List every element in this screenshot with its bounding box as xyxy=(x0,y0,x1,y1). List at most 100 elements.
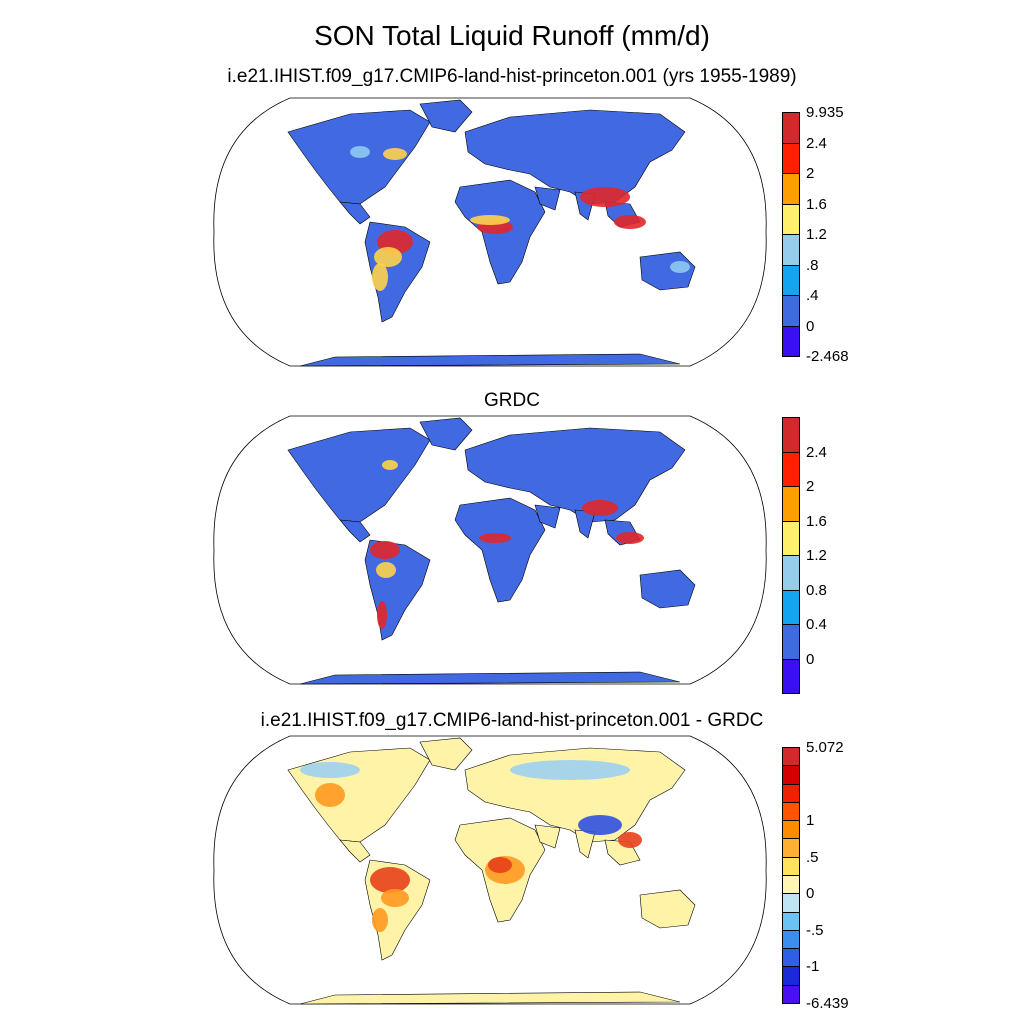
runoff-patch xyxy=(377,601,387,629)
colorbar-tick-label: 5.072 xyxy=(806,739,844,756)
colorbar-swatch xyxy=(782,417,800,453)
continent-europeAsia xyxy=(464,427,686,523)
continent-arabia xyxy=(534,824,561,849)
colorbar-swatch xyxy=(782,520,800,556)
colorbar-tick-label: 0 xyxy=(806,317,815,335)
colorbar-swatch xyxy=(782,325,800,357)
colorbar-swatch xyxy=(782,838,800,858)
runoff-patch xyxy=(488,857,512,873)
colorbar-swatch xyxy=(782,173,800,205)
colorbar-difference: -6.439 -1 -.5 0 .5 1 5.072 xyxy=(782,740,862,1011)
colorbar-swatch xyxy=(782,856,800,876)
map-panel-difference xyxy=(213,735,767,1005)
runoff-patch xyxy=(372,908,388,932)
colorbar-swatch xyxy=(782,295,800,327)
colorbar-tick-label: -6.439 xyxy=(806,995,849,1012)
runoff-patch xyxy=(374,247,402,267)
colorbar-swatch xyxy=(782,929,800,950)
continent-australia xyxy=(639,889,696,929)
colorbar-tick-label: 1.2 xyxy=(806,547,827,564)
continent-australia xyxy=(639,569,696,609)
continent-greenland xyxy=(419,99,473,133)
colorbar-swatch xyxy=(782,203,800,235)
continent-antarctica xyxy=(299,353,681,367)
colorbar-tick-label: -1 xyxy=(806,958,820,976)
continent-africa xyxy=(454,497,546,603)
colorbar-tick-label: 0.8 xyxy=(806,581,827,599)
runoff-patch xyxy=(578,815,622,835)
main-title: SON Total Liquid Runoff (mm/d) xyxy=(314,20,710,51)
colorbar-swatch xyxy=(782,658,800,694)
colorbar-tick-label: 1.6 xyxy=(806,512,827,530)
colorbar-swatch xyxy=(782,820,800,840)
runoff-patch xyxy=(350,146,370,158)
map-panel-model xyxy=(213,97,767,367)
runoff-patch xyxy=(582,500,618,516)
colorbar-swatch xyxy=(782,451,800,487)
colorbar-tick-label: -2.468 xyxy=(806,348,849,365)
colorbar-tick-label: 0 xyxy=(806,650,815,668)
colorbar-swatch xyxy=(782,911,800,931)
runoff-patch xyxy=(382,460,398,470)
colorbar-swatch xyxy=(782,112,800,144)
runoff-patch xyxy=(381,889,409,907)
panel1-subtitle: i.e21.IHIST.f09_g17.CMIP6-land-hist-prin… xyxy=(227,66,797,87)
continent-antarctica xyxy=(299,991,681,1005)
continent-centralAm xyxy=(339,839,371,863)
colorbar-swatch xyxy=(782,765,800,785)
continent-centralAm xyxy=(339,519,371,543)
continent-centralAm xyxy=(339,201,371,225)
colorbar-tick-label: .5 xyxy=(806,848,819,866)
colorbar-tick-label: 1 xyxy=(806,812,815,830)
continent-antarctica xyxy=(299,671,681,685)
colorbar-swatch xyxy=(782,624,800,660)
runoff-patch xyxy=(580,187,630,207)
continent-arabia xyxy=(534,186,561,211)
colorbar-tick-label: 2 xyxy=(806,478,815,495)
colorbar-swatch xyxy=(782,555,800,591)
colorbar-swatch xyxy=(782,234,800,266)
runoff-patch xyxy=(383,148,407,160)
runoff-patch xyxy=(372,263,388,291)
colorbar-swatch xyxy=(782,747,800,767)
panel3-subtitle: i.e21.IHIST.f09_g17.CMIP6-land-hist-prin… xyxy=(260,710,764,731)
colorbar-grdc: 0 0.4 0.8 1.2 1.6 2 2.4 xyxy=(782,417,862,694)
colorbar-tick-label: 2.4 xyxy=(806,134,827,152)
runoff-patch xyxy=(370,541,400,559)
continent-northAmerica xyxy=(287,427,431,523)
runoff-patch xyxy=(616,532,644,544)
colorbar-tick-label: 9.935 xyxy=(806,104,844,121)
runoff-patch xyxy=(376,562,396,578)
continent-greenland xyxy=(419,417,473,451)
runoff-patch xyxy=(370,867,410,893)
colorbar-swatch xyxy=(782,893,800,913)
runoff-patch xyxy=(315,783,345,807)
colorbar-swatch xyxy=(782,875,800,895)
continent-arabia xyxy=(534,504,561,529)
colorbar-swatch xyxy=(782,966,800,986)
runoff-patch xyxy=(470,215,510,225)
colorbar-swatch xyxy=(782,984,800,1004)
runoff-patch xyxy=(614,215,646,229)
continent-greenland xyxy=(419,737,473,771)
colorbar-swatch xyxy=(782,142,800,174)
panel2-subtitle: GRDC xyxy=(484,390,540,411)
runoff-patch xyxy=(510,760,630,780)
colorbar-tick-label: .4 xyxy=(806,287,819,304)
colorbar-swatch xyxy=(782,264,800,296)
colorbar-model: -2.468 0 .4 .8 1.2 1.6 2 2.4 9.935 xyxy=(782,105,862,364)
colorbar-tick-label: 0.4 xyxy=(806,616,827,633)
map-panel-grdc xyxy=(213,415,767,685)
runoff-patch xyxy=(300,762,360,778)
colorbar-swatch xyxy=(782,948,800,968)
colorbar-swatch xyxy=(782,783,800,803)
colorbar-tick-label: 0 xyxy=(806,885,815,903)
colorbar-tick-label: 1.6 xyxy=(806,195,827,213)
colorbar-tick-label: .8 xyxy=(806,256,819,274)
runoff-patch xyxy=(479,533,511,543)
runoff-patch xyxy=(670,261,690,273)
colorbar-tick-label: -.5 xyxy=(806,921,824,939)
colorbar-swatch xyxy=(782,801,800,822)
colorbar-tick-label: 2.4 xyxy=(806,443,827,461)
colorbar-swatch xyxy=(782,486,800,522)
